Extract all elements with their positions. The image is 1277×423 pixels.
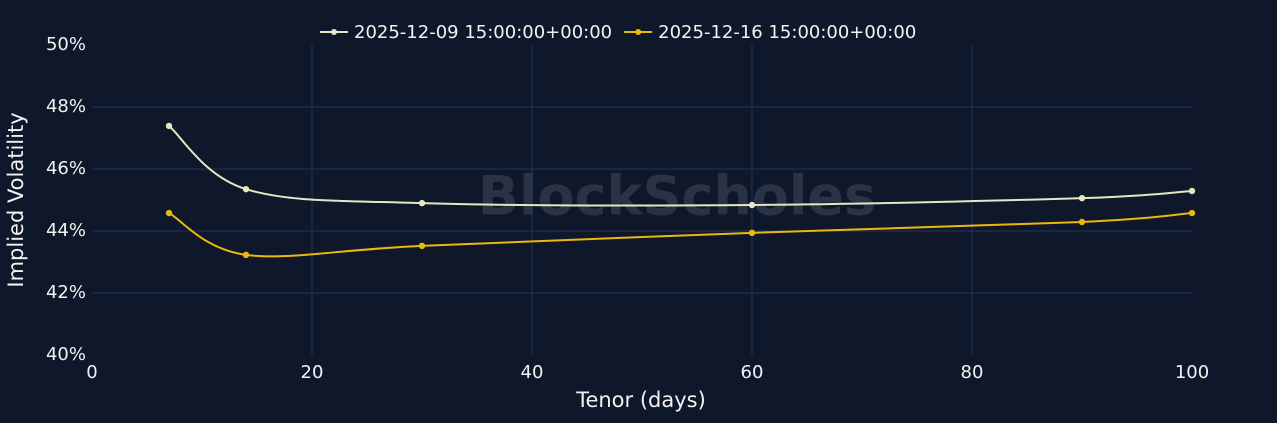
y-tick-label: 46%	[46, 158, 86, 179]
x-axis-title: Tenor (days)	[575, 388, 706, 412]
y-tick-label: 44%	[46, 220, 86, 241]
legend-label: 2025-12-09 15:00:00+00:00	[354, 22, 612, 43]
data-point	[418, 199, 426, 207]
x-tick-label: 100	[1175, 362, 1209, 383]
legend: 2025-12-09 15:00:00+00:00 2025-12-16 15:0…	[320, 22, 916, 43]
data-point	[165, 209, 173, 217]
x-tick-label: 80	[961, 362, 984, 383]
legend-marker	[635, 29, 642, 35]
data-point	[165, 122, 173, 130]
data-point	[1078, 194, 1086, 202]
watermark: BlockScholes	[478, 165, 876, 228]
data-point	[242, 251, 250, 259]
legend-marker	[331, 29, 337, 35]
data-point	[1188, 187, 1196, 195]
data-point	[748, 201, 756, 209]
x-tick-label: 40	[521, 362, 544, 383]
grid-layer	[92, 45, 1192, 355]
data-point	[748, 229, 756, 237]
legend-label: 2025-12-16 15:00:00+00:00	[658, 22, 916, 43]
y-tick-label: 42%	[46, 282, 86, 303]
y-tick-label: 40%	[46, 344, 86, 365]
data-point	[1078, 218, 1086, 226]
y-axis-title: Implied Volatility	[4, 112, 28, 287]
data-point	[242, 185, 250, 193]
data-point	[418, 242, 426, 250]
x-tick-label: 20	[301, 362, 324, 383]
x-tick-label: 0	[86, 362, 97, 383]
x-tick-label: 60	[741, 362, 764, 383]
y-tick-label: 50%	[46, 34, 86, 55]
data-point	[1188, 209, 1196, 217]
y-tick-label: 48%	[46, 96, 86, 117]
